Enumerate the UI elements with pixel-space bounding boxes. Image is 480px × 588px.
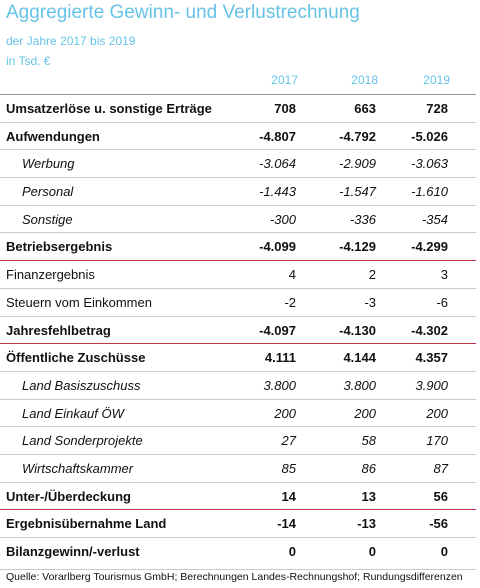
cell-2018: 0 — [368, 544, 376, 559]
column-header-2019: 2019 — [423, 73, 450, 87]
table-row: Aufwendungen -4.807 -4.792 -5.026 — [0, 121, 476, 150]
cell-2018: -4.792 — [339, 128, 376, 144]
cell-2018: 2 — [368, 267, 376, 283]
income-statement-table: Umsatzerlöse u. sonstige Erträge 708 663 72… — [0, 94, 476, 565]
table-row: Finanzergebnis 4 2 3 — [0, 260, 476, 288]
cell-2017: -4.097 — [259, 322, 296, 338]
cell-2017: -4.807 — [259, 128, 296, 144]
row-label: Bilanzgewinn/-verlust — [6, 544, 140, 559]
column-header-2017: 2017 — [271, 73, 298, 87]
cell-2019: 4.357 — [415, 350, 448, 366]
row-label: Jahresfehlbetrag — [6, 322, 111, 338]
table-row: Ergebnisübernahme Land -14 -13 -56 — [0, 509, 476, 537]
cell-2017: -4.099 — [259, 239, 296, 255]
cell-2018: 200 — [354, 405, 376, 421]
cell-2017: 4.111 — [264, 350, 296, 366]
row-label: Land Sonderprojekte — [22, 433, 143, 449]
cell-2019: -1.610 — [411, 184, 448, 200]
cell-2018: 58 — [361, 433, 376, 449]
row-label: Aufwendungen — [6, 128, 100, 144]
cell-2017: 3.800 — [263, 377, 296, 393]
cell-2018: -1.547 — [339, 184, 376, 200]
row-label: Ergebnisübernahme Land — [6, 516, 167, 532]
cell-2019: -4.302 — [411, 322, 448, 338]
cell-2018: 13 — [361, 488, 376, 504]
cell-2018: -13 — [357, 516, 376, 532]
cell-2019: -5.026 — [411, 128, 448, 144]
cell-2017: 14 — [281, 488, 296, 504]
row-label: Land Basiszuschuss — [22, 377, 141, 393]
cell-2019: -354 — [421, 211, 448, 227]
column-header-2018: 2018 — [351, 73, 378, 87]
table-row: Wirtschaftskammer 85 86 87 — [0, 453, 476, 482]
table-row: Umsatzerlöse u. sonstige Erträge 708 663 72… — [0, 94, 476, 122]
cell-2017: 200 — [274, 405, 296, 421]
cell-2019: -4.299 — [411, 239, 448, 255]
cell-2019: 200 — [426, 405, 448, 421]
cell-2019: 0 — [440, 544, 448, 559]
cell-2018: -336 — [349, 211, 376, 227]
table-bottom-rule — [0, 569, 476, 570]
row-label: Finanzergebnis — [6, 267, 95, 283]
cell-2019: 87 — [433, 460, 448, 476]
cell-2017: -300 — [269, 211, 296, 227]
cell-2017: -1.443 — [259, 184, 296, 200]
cell-2017: 708 — [274, 101, 296, 116]
row-label: Öffentliche Zuschüsse — [6, 350, 146, 366]
cell-2019: 170 — [426, 433, 448, 449]
cell-2019: 728 — [426, 101, 448, 116]
row-label: Land Einkauf ÖW — [22, 405, 124, 421]
cell-2018: 86 — [361, 460, 376, 476]
page-title: Aggregierte Gewinn- und Verlustrechnung — [6, 2, 360, 23]
table-row: Öffentliche Zuschüsse 4.111 4.144 4.357 — [0, 343, 476, 371]
cell-2018: -3 — [364, 294, 376, 310]
row-label: Unter-/Überdeckung — [6, 488, 131, 504]
cell-2017: 4 — [288, 267, 296, 283]
cell-2018: 3.800 — [343, 377, 376, 393]
cell-2017: 85 — [281, 460, 296, 476]
cell-2017: 27 — [281, 433, 296, 449]
cell-2019: -56 — [429, 516, 448, 532]
table-row: Sonstige -300 -336 -354 — [0, 204, 476, 233]
table-row: Werbung -3.064 -2.909 -3.063 — [0, 149, 476, 177]
table-row: Personal -1.443 -1.547 -1.610 — [0, 177, 476, 205]
cell-2017: -3.064 — [259, 156, 296, 172]
table-row: Unter-/Überdeckung 14 13 56 — [0, 481, 476, 510]
cell-2019: 56 — [433, 488, 448, 504]
cell-2017: 0 — [288, 544, 296, 559]
cell-2019: -6 — [436, 294, 448, 310]
cell-2018: 4.144 — [343, 350, 376, 366]
subtitle-unit: in Tsd. € — [6, 54, 51, 68]
source-note: Quelle: Vorarlberg Tourismus GmbH; Berec… — [6, 571, 463, 583]
row-label: Umsatzerlöse u. sonstige Erträge — [6, 101, 212, 116]
cell-2019: 3 — [440, 267, 448, 283]
table-row: Jahresfehlbetrag -4.097 -4.130 -4.302 — [0, 315, 476, 344]
cell-2018: -2.909 — [339, 156, 376, 172]
cell-2019: 3.900 — [415, 377, 448, 393]
table-row: Steuern vom Einkommen -2 -3 -6 — [0, 287, 476, 316]
table-row: Land Einkauf ÖW 200 200 200 — [0, 398, 476, 427]
row-label: Werbung — [22, 156, 75, 172]
subtitle-years: der Jahre 2017 bis 2019 — [6, 34, 136, 48]
row-label: Steuern vom Einkommen — [6, 294, 152, 310]
cell-2018: -4.129 — [339, 239, 376, 255]
row-label: Sonstige — [22, 211, 73, 227]
row-label: Wirtschaftskammer — [22, 460, 134, 476]
cell-2018: 663 — [354, 101, 376, 116]
cell-2017: -14 — [277, 516, 296, 532]
row-label: Personal — [22, 184, 74, 200]
row-label: Betriebsergebnis — [6, 239, 113, 255]
cell-2018: -4.130 — [339, 322, 376, 338]
table-row: Land Sonderprojekte 27 58 170 — [0, 426, 476, 454]
cell-2017: -2 — [284, 294, 296, 310]
table-row: Betriebsergebnis -4.099 -4.129 -4.299 — [0, 232, 476, 260]
cell-2019: -3.063 — [411, 156, 448, 172]
table-row: Bilanzgewinn/-verlust 0 0 0 — [0, 537, 476, 565]
table-row: Land Basiszuschuss 3.800 3.800 3.900 — [0, 370, 476, 399]
